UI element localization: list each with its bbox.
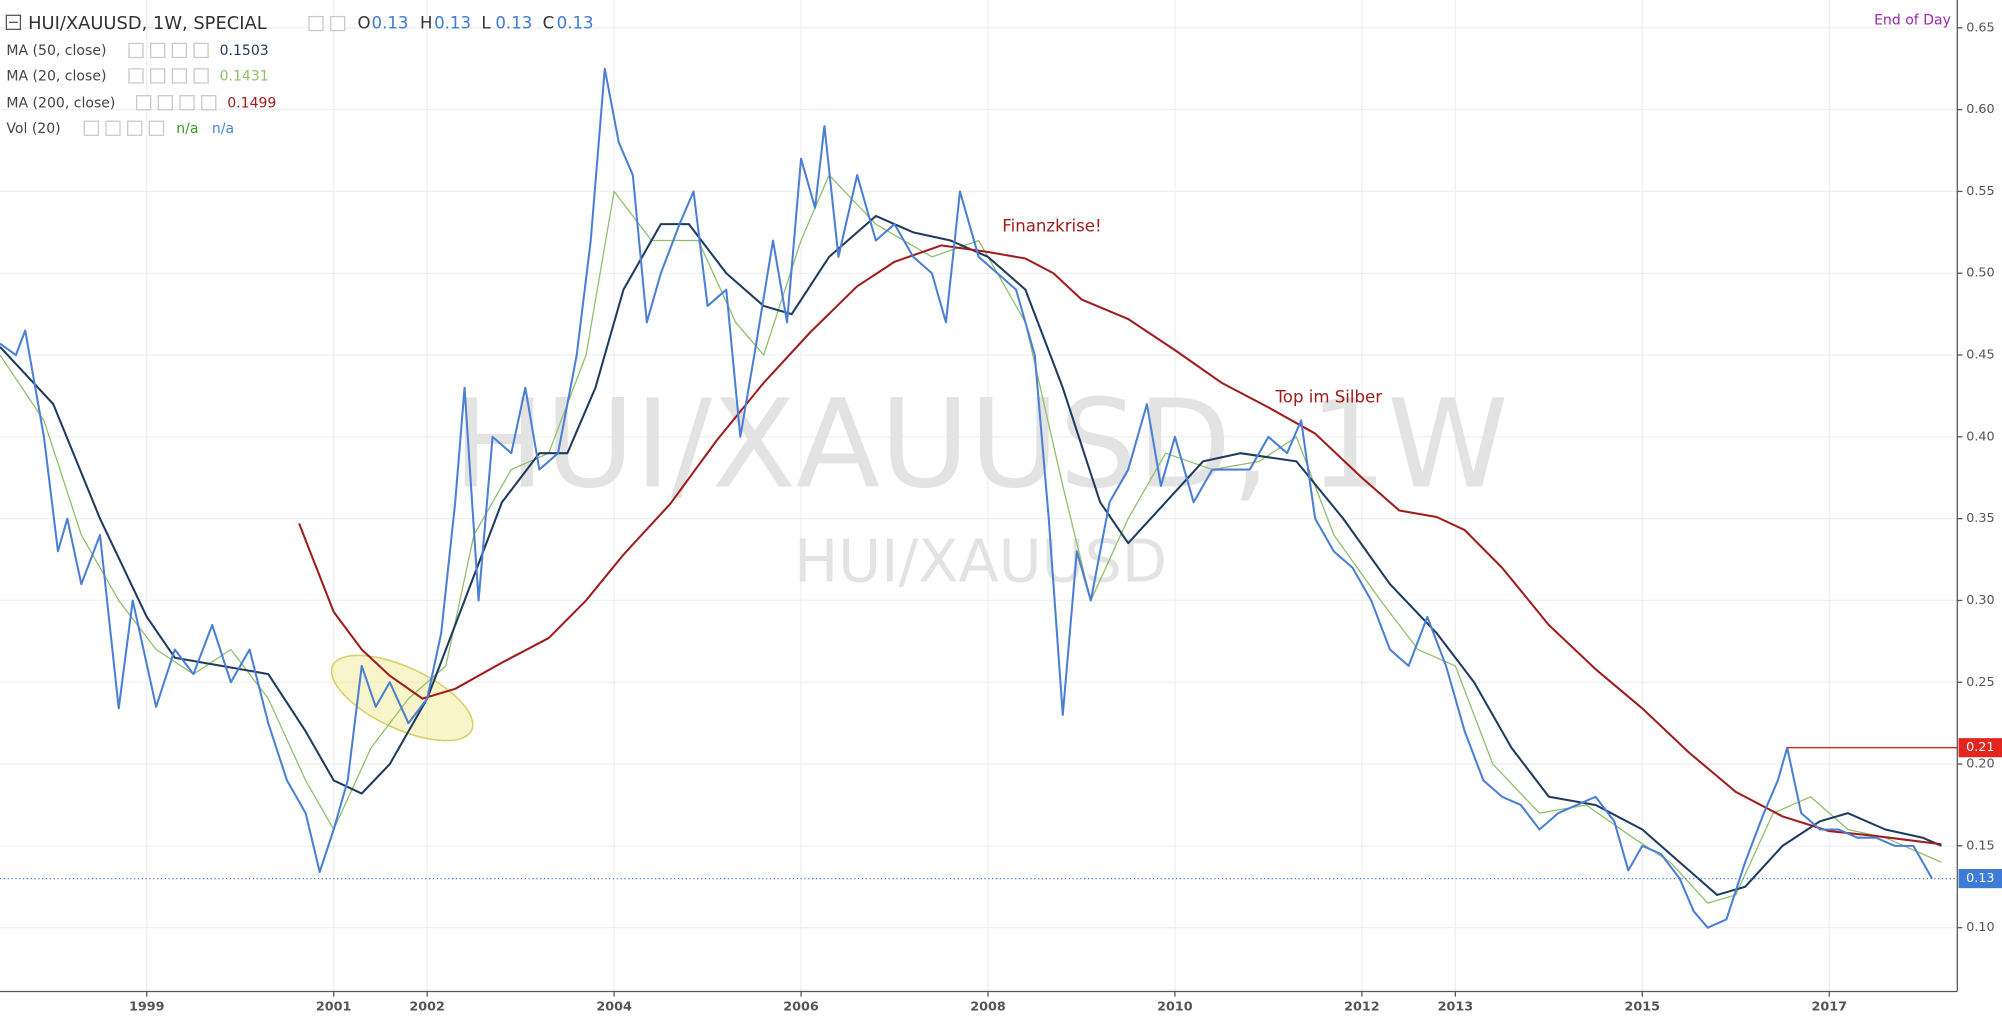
indicator-name: MA (200, close) <box>6 95 115 111</box>
icon[interactable] <box>150 42 166 59</box>
icon[interactable] <box>83 120 99 136</box>
indicator-value: 0.1431 <box>220 69 269 85</box>
axis-labels: 0.10 0.15 0.20 0.25 0.30 0.35 0.40 0.45 0.50 0.55… <box>129 20 2002 1014</box>
ohlc-value: 0.13 <box>372 14 409 33</box>
icon[interactable] <box>128 42 144 59</box>
indicator-name: MA (50, close) <box>6 43 106 59</box>
indicator-name: Vol (20) <box>6 121 60 137</box>
y-tick-label: 0.30 <box>1966 593 1994 608</box>
x-tick-label: 1999 <box>129 999 165 1014</box>
x-tick-label: 2013 <box>1438 999 1474 1014</box>
icon[interactable] <box>308 15 324 32</box>
x-tick-label: 2010 <box>1157 999 1193 1014</box>
watermark: HUI/XAUUSD, 1W <box>453 373 1509 516</box>
series-line <box>0 67 1933 929</box>
ohlc-label: C <box>543 14 555 33</box>
icon[interactable] <box>330 15 346 32</box>
icon[interactable] <box>150 68 166 84</box>
icon[interactable] <box>157 95 174 111</box>
interval-label: End of Day <box>1874 12 1951 28</box>
y-tick-label: 0.20 <box>1966 757 1994 772</box>
y-tick-label: 0.50 <box>1966 266 1994 281</box>
ohlc-value: 0.13 <box>495 14 532 33</box>
x-tick-label: 2017 <box>1812 999 1848 1014</box>
y-tick-label: 0.10 <box>1966 920 1994 935</box>
y-tick-label: 0.35 <box>1966 511 1994 526</box>
x-tick-label: 2006 <box>783 999 819 1014</box>
icon[interactable] <box>193 68 209 84</box>
series-line <box>0 214 1942 896</box>
x-tick-label: 2004 <box>596 999 632 1014</box>
y-tick-label: 0.15 <box>1966 838 1994 853</box>
watermark-symbol: HUI/XAUUSD <box>794 527 1167 595</box>
highlight-ellipse <box>330 654 474 742</box>
x-tick-label: 2001 <box>316 999 352 1014</box>
indicator-value: n/a <box>212 121 234 137</box>
ohlc-value: 0.13 <box>434 14 471 33</box>
x-tick-label: 2012 <box>1344 999 1380 1014</box>
y-tick-label: 0.65 <box>1966 20 1994 35</box>
icon[interactable] <box>128 68 144 84</box>
indicator-value: n/a <box>176 121 198 137</box>
ohlc-label: O <box>358 14 371 33</box>
y-tick-label: 0.60 <box>1966 102 1994 117</box>
y-tick-label: 0.55 <box>1966 184 1994 199</box>
icon[interactable] <box>148 120 165 136</box>
grid <box>0 0 1958 992</box>
annotation: Finanzkrise! <box>1002 217 1101 236</box>
y-tick-label: 0.25 <box>1966 675 1994 690</box>
x-tick-label: 2008 <box>970 999 1006 1014</box>
price-label-box <box>1958 869 2002 889</box>
plot <box>0 67 1958 929</box>
icon[interactable] <box>201 95 217 111</box>
icon[interactable] <box>105 120 121 136</box>
price-label-box <box>1958 738 2002 758</box>
ohlc-value: 0.13 <box>557 14 594 33</box>
indicator-name: MA (20, close) <box>6 69 106 85</box>
series-line <box>0 174 1942 904</box>
x-tick-label: 2002 <box>409 999 445 1014</box>
legend: HUI/XAUUSD, 1W, SPECIAL O 0.13 H 0.13 L … <box>5 13 594 137</box>
series-line <box>298 244 1942 846</box>
annotation: Top im Silber <box>1275 388 1383 407</box>
price-label: 0.21 <box>1966 740 1994 755</box>
price-label: 0.13 <box>1966 871 1994 886</box>
icon[interactable] <box>193 42 209 59</box>
symbol-title: HUI/XAUUSD, 1W, SPECIAL <box>28 13 267 34</box>
indicator-value: 0.1499 <box>227 95 276 111</box>
ohlc-label: H <box>420 14 432 33</box>
icon[interactable] <box>135 95 152 111</box>
icon[interactable] <box>171 42 188 59</box>
y-tick-label: 0.45 <box>1966 348 1994 363</box>
y-tick-label: 0.40 <box>1966 429 1994 444</box>
icon[interactable] <box>179 95 195 111</box>
x-tick-label: 2015 <box>1625 999 1661 1014</box>
icon[interactable] <box>171 68 188 84</box>
ohlc-label: L <box>481 14 491 33</box>
icon[interactable] <box>127 120 143 136</box>
indicator-value: 0.1503 <box>220 43 269 59</box>
